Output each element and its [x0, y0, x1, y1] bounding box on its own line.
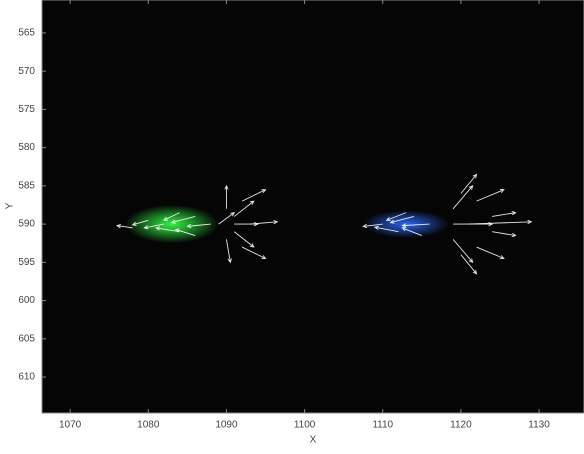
arrow — [460, 173, 478, 194]
arrow — [241, 189, 267, 202]
arrow — [162, 212, 180, 221]
arrow — [373, 225, 399, 233]
arrow — [174, 228, 196, 236]
arrow — [155, 226, 180, 233]
arrow — [468, 219, 533, 225]
y-tick-label: 570 — [18, 66, 35, 77]
arrow — [492, 231, 517, 238]
arrow — [452, 239, 474, 264]
x-axis-label: X — [310, 435, 317, 446]
arrow — [226, 239, 232, 264]
glow — [124, 204, 219, 244]
arrow — [476, 189, 505, 202]
x-tick-label: 1110 — [372, 420, 393, 431]
arrow — [131, 219, 149, 226]
arrow — [452, 185, 474, 210]
y-tick-label: 580 — [18, 142, 35, 153]
y-tick-label: 595 — [18, 257, 35, 268]
y-tick-label: 585 — [18, 180, 35, 191]
arrow — [460, 254, 478, 275]
arrow — [401, 223, 430, 228]
arrow — [492, 211, 517, 217]
y-axis-label: Y — [5, 202, 16, 209]
plot-frame — [41, 0, 584, 414]
arrow — [116, 223, 133, 229]
y-tick-label: 610 — [18, 372, 35, 383]
arrow — [385, 212, 407, 222]
y-tick-label: 565 — [18, 28, 35, 39]
arrow — [233, 231, 255, 248]
x-tick-label: 1080 — [137, 420, 160, 431]
y-tick-label: 575 — [18, 104, 35, 115]
arrow — [170, 216, 196, 224]
arrow — [401, 227, 422, 236]
x-tick-label: 1100 — [294, 420, 316, 431]
y-tick-label: 590 — [18, 219, 35, 230]
plot-area — [42, 0, 584, 413]
x-tick-label: 1070 — [59, 420, 82, 431]
x-tick-label: 1130 — [528, 420, 550, 431]
arrow — [218, 212, 236, 225]
arrow — [224, 184, 229, 209]
x-tick-label: 1090 — [215, 420, 238, 431]
arrow — [233, 200, 255, 217]
arrow — [241, 246, 267, 259]
x-tick-label: 1120 — [450, 420, 472, 431]
arrow — [476, 246, 505, 260]
arrow — [249, 219, 279, 225]
arrow — [143, 223, 165, 230]
y-tick-label: 605 — [18, 333, 35, 344]
arrow — [186, 223, 211, 229]
arrow — [362, 223, 383, 229]
glow — [363, 210, 450, 238]
arrow — [389, 216, 415, 224]
y-tick-label: 600 — [18, 295, 35, 306]
